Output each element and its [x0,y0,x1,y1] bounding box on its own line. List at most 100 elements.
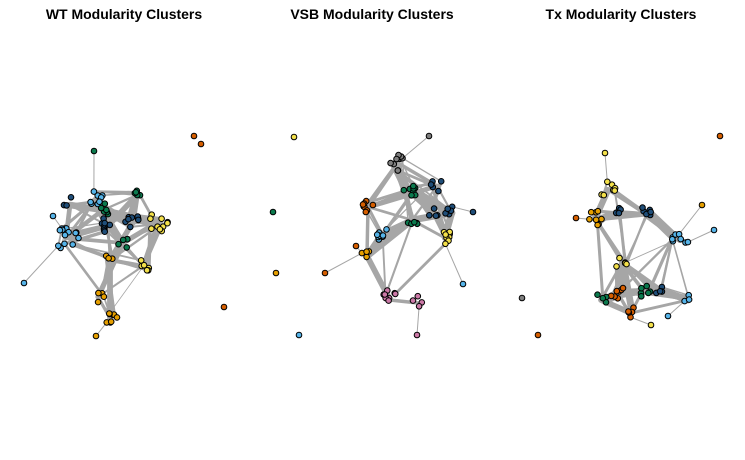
node-blue [295,331,303,339]
edge [678,204,703,235]
node-green [411,218,418,226]
edge [687,229,715,243]
node-darkblue [101,228,108,235]
node-darkblue [101,219,108,227]
node-red [613,287,621,295]
node-pink [415,303,423,310]
edge [629,298,690,315]
edge [396,169,433,187]
node-blue [677,235,685,243]
edge [92,190,138,194]
edge [97,265,144,298]
node-green [269,208,277,216]
node-pink [414,292,422,300]
node-blue [373,231,381,238]
node-red [190,132,198,140]
edge [402,135,430,159]
edge [606,188,647,216]
panel-title-tx: Tx Modularity Clusters [546,6,697,22]
edge [644,212,674,241]
edge [381,235,387,300]
node-green [97,204,105,212]
node-pink [392,290,399,298]
node-blue [379,232,387,239]
node-orange [100,293,108,301]
node-red [197,140,205,148]
node-darkblue [469,208,477,216]
node-darkblue [444,205,452,213]
node-orange [92,332,100,340]
panel-vsb: VSB Modularity Clusters [269,6,477,339]
node-green [643,282,651,290]
edge [365,205,370,258]
node-yellow [143,267,151,274]
nodes-wt [20,132,228,340]
node-orange [587,208,595,216]
node-pink [385,297,392,304]
node-blue [710,226,718,234]
node-yellow [290,133,298,141]
node-blue [56,226,64,234]
edge [596,223,605,300]
edge [63,242,106,299]
edge [396,169,406,192]
panel-title-wt: WT Modularity Clusters [46,6,203,22]
node-gray [393,155,400,163]
node-yellow [442,240,449,248]
node-yellow [164,219,171,227]
node-green [123,244,130,251]
node-blue [20,279,28,287]
node-yellow [600,191,608,199]
node-blue [72,229,79,237]
node-red [619,284,627,292]
node-yellow [604,178,611,186]
node-green [119,236,127,244]
node-yellow [140,261,148,269]
edge [624,240,674,264]
edge [142,227,162,267]
node-yellow [616,254,623,262]
node-darkblue [615,209,623,217]
edge [384,189,416,232]
node-orange [586,216,593,223]
edge [604,152,608,183]
edge [104,254,116,317]
node-orange [594,207,602,215]
node-green [599,294,607,302]
node-orange [363,248,370,255]
node-darkblue [430,205,438,212]
edge [444,243,464,285]
edge [430,183,451,234]
node-blue [90,188,98,195]
node-darkblue [437,178,445,185]
node-red [352,242,360,250]
edge [623,260,633,320]
node-gray [518,294,526,302]
node-yellow [442,231,449,238]
node-orange [698,201,706,209]
node-blue [664,312,672,320]
node-red [369,201,377,209]
node-darkblue [647,208,655,216]
node-red [534,331,542,339]
edge [64,218,130,230]
node-blue [684,238,692,246]
node-green [132,189,140,196]
node-darkblue [426,212,433,219]
edge [625,263,648,288]
node-orange [94,298,102,306]
node-green [594,291,601,299]
node-yellow [156,226,164,233]
edge [599,261,624,302]
node-blue [75,234,82,242]
edge [386,222,413,292]
node-green [638,284,645,292]
node-blue [669,236,676,243]
edge [60,202,93,230]
edge [393,242,447,296]
edge [624,209,651,264]
node-orange [592,216,600,224]
node-blue [55,242,62,250]
node-darkblue [127,223,134,231]
edge [138,193,159,229]
